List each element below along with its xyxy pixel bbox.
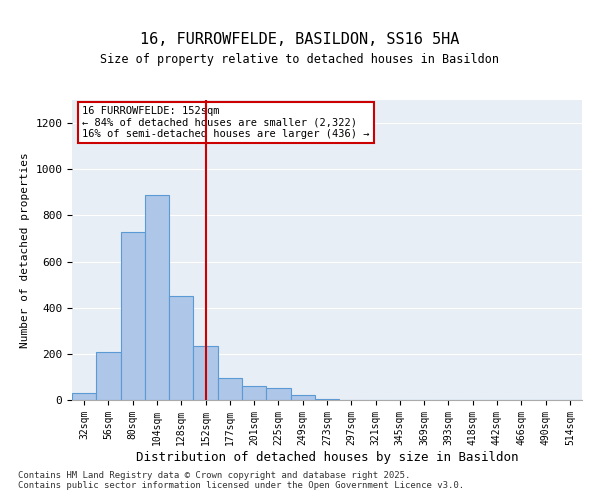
Bar <box>315 399 339 400</box>
Bar <box>121 232 145 400</box>
Bar <box>266 388 290 400</box>
Bar <box>145 194 169 400</box>
Text: 16 FURROWFELDE: 152sqm
← 84% of detached houses are smaller (2,322)
16% of semi-: 16 FURROWFELDE: 152sqm ← 84% of detached… <box>82 106 370 139</box>
Bar <box>290 396 315 400</box>
Bar <box>96 352 121 400</box>
Text: Contains HM Land Registry data © Crown copyright and database right 2025.
Contai: Contains HM Land Registry data © Crown c… <box>18 470 464 490</box>
Bar <box>193 346 218 400</box>
Text: 16, FURROWFELDE, BASILDON, SS16 5HA: 16, FURROWFELDE, BASILDON, SS16 5HA <box>140 32 460 48</box>
Bar <box>169 296 193 400</box>
Y-axis label: Number of detached properties: Number of detached properties <box>20 152 30 348</box>
Bar <box>242 386 266 400</box>
Text: Size of property relative to detached houses in Basildon: Size of property relative to detached ho… <box>101 52 499 66</box>
Bar <box>218 378 242 400</box>
Bar <box>72 393 96 400</box>
X-axis label: Distribution of detached houses by size in Basildon: Distribution of detached houses by size … <box>136 450 518 464</box>
